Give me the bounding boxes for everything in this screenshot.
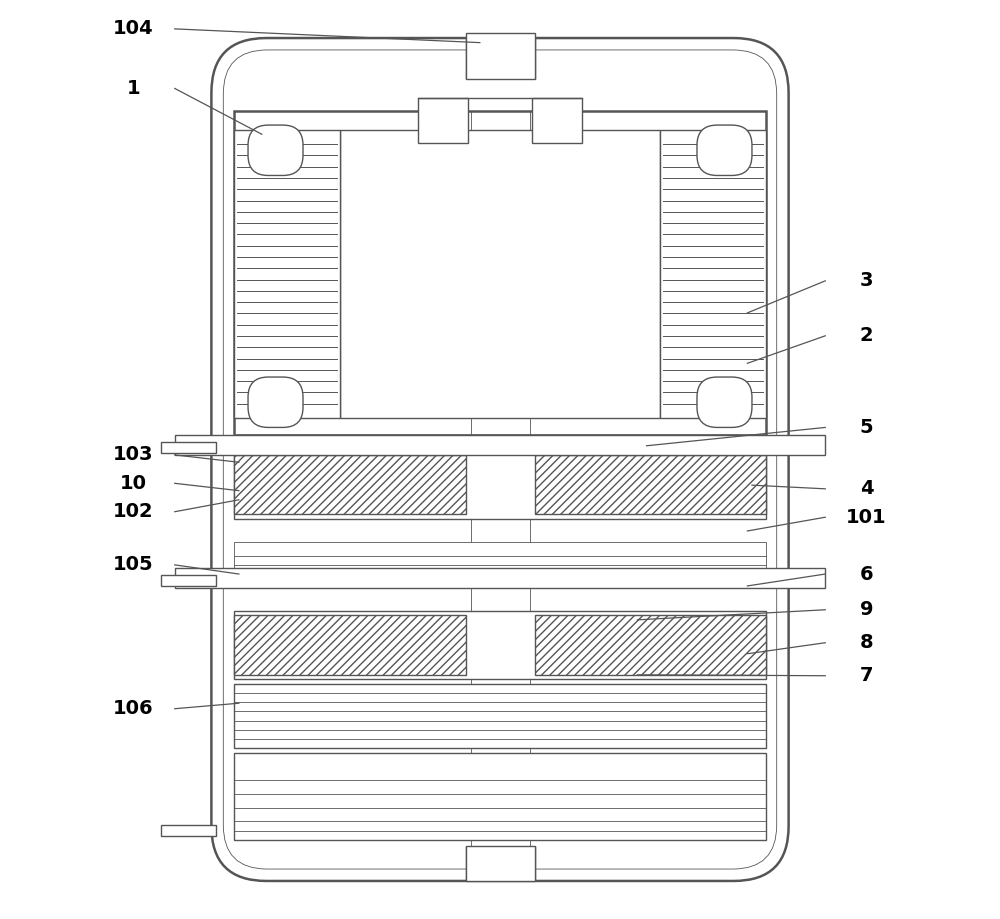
- Bar: [234, 542, 766, 584]
- Bar: [234, 111, 766, 437]
- Bar: [532, 97, 582, 143]
- Bar: [234, 611, 766, 679]
- Bar: [234, 753, 766, 840]
- Text: 8: 8: [860, 633, 873, 652]
- Bar: [234, 130, 340, 418]
- Text: 105: 105: [113, 555, 154, 574]
- Bar: [234, 615, 466, 675]
- Bar: [535, 455, 766, 515]
- Bar: [161, 825, 216, 836]
- Bar: [234, 684, 766, 748]
- Text: 102: 102: [113, 502, 154, 521]
- Text: 7: 7: [860, 666, 873, 686]
- Bar: [535, 615, 766, 675]
- FancyBboxPatch shape: [248, 125, 303, 176]
- Bar: [234, 450, 766, 519]
- Text: 106: 106: [113, 699, 154, 719]
- Bar: [161, 575, 216, 586]
- Bar: [175, 568, 825, 588]
- Bar: [466, 33, 535, 79]
- Bar: [660, 130, 766, 418]
- Text: 2: 2: [860, 326, 873, 346]
- Text: 5: 5: [860, 418, 873, 437]
- Bar: [175, 435, 825, 455]
- Text: 9: 9: [860, 600, 873, 619]
- Bar: [234, 434, 766, 443]
- FancyBboxPatch shape: [211, 38, 789, 881]
- Bar: [418, 97, 468, 143]
- Bar: [234, 455, 466, 515]
- Text: 101: 101: [846, 507, 887, 527]
- FancyBboxPatch shape: [697, 377, 752, 427]
- Bar: [161, 442, 216, 453]
- FancyBboxPatch shape: [697, 125, 752, 176]
- Bar: [340, 130, 660, 418]
- Text: 104: 104: [113, 19, 154, 39]
- Text: 4: 4: [860, 480, 873, 498]
- FancyBboxPatch shape: [248, 377, 303, 427]
- Bar: [466, 846, 535, 881]
- Text: 6: 6: [860, 564, 873, 584]
- Text: 3: 3: [860, 271, 873, 290]
- Text: 1: 1: [127, 79, 140, 98]
- Text: 103: 103: [113, 446, 154, 464]
- Text: 10: 10: [120, 474, 147, 493]
